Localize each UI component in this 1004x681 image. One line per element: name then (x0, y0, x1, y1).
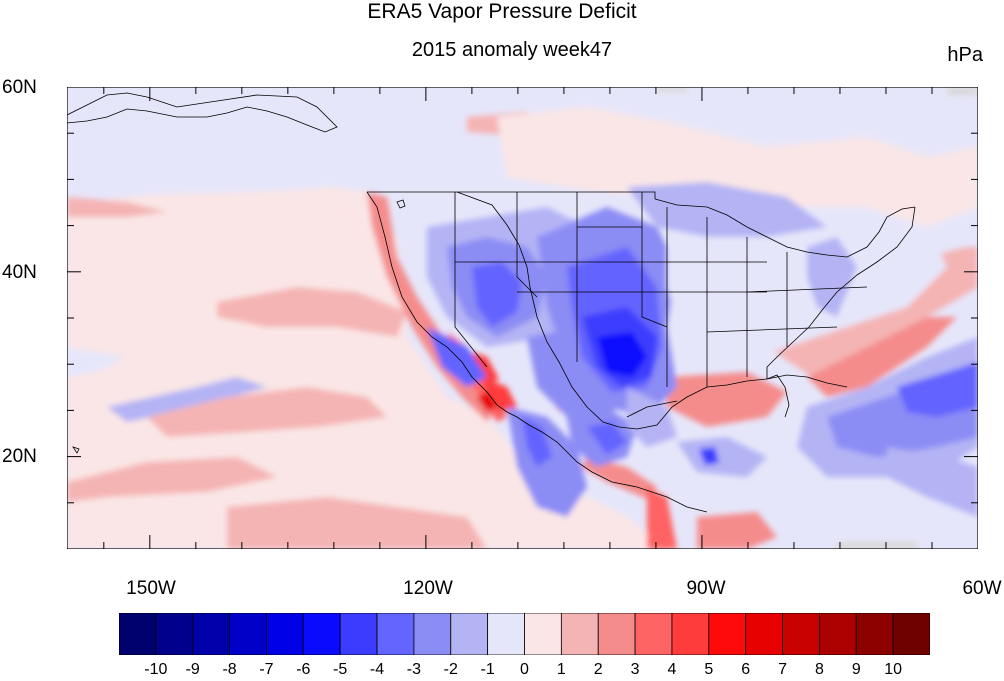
colorbar-swatch (339, 613, 378, 655)
colorbar-tick-label: 5 (704, 661, 714, 678)
colorbar-tick-label: 3 (630, 661, 640, 678)
colorbar-tick-label: -10 (144, 661, 168, 678)
colorbar-tick-label: -3 (406, 661, 422, 678)
colorbar-tick-label: 6 (741, 661, 751, 678)
colorbar-tick-label: -5 (333, 661, 348, 678)
colorbar-swatch (119, 613, 157, 655)
colorbar-tick-label: 8 (814, 661, 824, 678)
colorbar-swatch (524, 613, 562, 655)
colorbar-swatch (229, 613, 267, 655)
colorbar-tick-label: 0 (520, 661, 529, 678)
anomaly-field (67, 87, 978, 549)
colorbar-tick-label: -2 (443, 661, 458, 678)
lat-label-40n: 40N (2, 262, 37, 283)
colorbar-swatch (708, 613, 747, 655)
lon-label-60w: 60W (962, 578, 1002, 599)
colorbar-tick-label: -4 (369, 661, 385, 678)
colorbar-tick-label: 2 (593, 661, 603, 678)
colorbar-swatch (671, 613, 710, 655)
lon-label-150w: 150W (126, 578, 176, 599)
map-title: ERA5 Vapor Pressure Deficit (367, 0, 637, 23)
colorbar-swatch (597, 613, 636, 655)
colorbar-tick-label: -7 (259, 661, 274, 678)
coastlines-and-borders (67, 92, 916, 513)
colorbar-swatch (892, 613, 930, 655)
colorbar-swatch (782, 613, 820, 655)
colorbar-swatch (302, 613, 341, 655)
colorbar-swatch (450, 613, 489, 655)
colorbar-swatch (855, 613, 894, 655)
colorbar-swatch (634, 613, 673, 655)
lat-label-60n: 60N (2, 77, 37, 98)
colorbar-swatch (819, 613, 857, 655)
colorbar-tick-label: -8 (222, 661, 237, 678)
axis-ticks (67, 87, 978, 549)
colorbar-tick-label: -1 (480, 661, 495, 678)
colorbar-swatch (487, 613, 525, 655)
colorbar-tick-label: 1 (556, 661, 566, 678)
lat-label-20n: 20N (2, 446, 37, 467)
colorbar-swatch (155, 613, 194, 655)
lon-label-90w: 90W (686, 578, 726, 599)
colorbar-swatch (745, 613, 783, 655)
colorbar-swatch (413, 613, 452, 655)
colorbar-tick-label: 9 (851, 661, 861, 678)
colorbar-tick-label: 10 (884, 661, 903, 678)
map-subtitle: 2015 anomaly week47 (411, 39, 613, 61)
colorbar-tick-label: -9 (185, 661, 200, 678)
vpd-anomaly-map (67, 87, 978, 549)
units-label: hPa (947, 44, 983, 66)
colorbar-swatch (192, 613, 230, 655)
colorbar-swatch (266, 613, 304, 655)
colorbar-tick-label: 4 (667, 661, 677, 678)
colorbar (119, 613, 930, 655)
lon-label-120w: 120W (403, 578, 453, 599)
colorbar-swatch (376, 613, 415, 655)
colorbar-tick-label: -6 (296, 661, 311, 678)
colorbar-tick-label: 7 (778, 661, 787, 678)
colorbar-swatch (560, 613, 599, 655)
